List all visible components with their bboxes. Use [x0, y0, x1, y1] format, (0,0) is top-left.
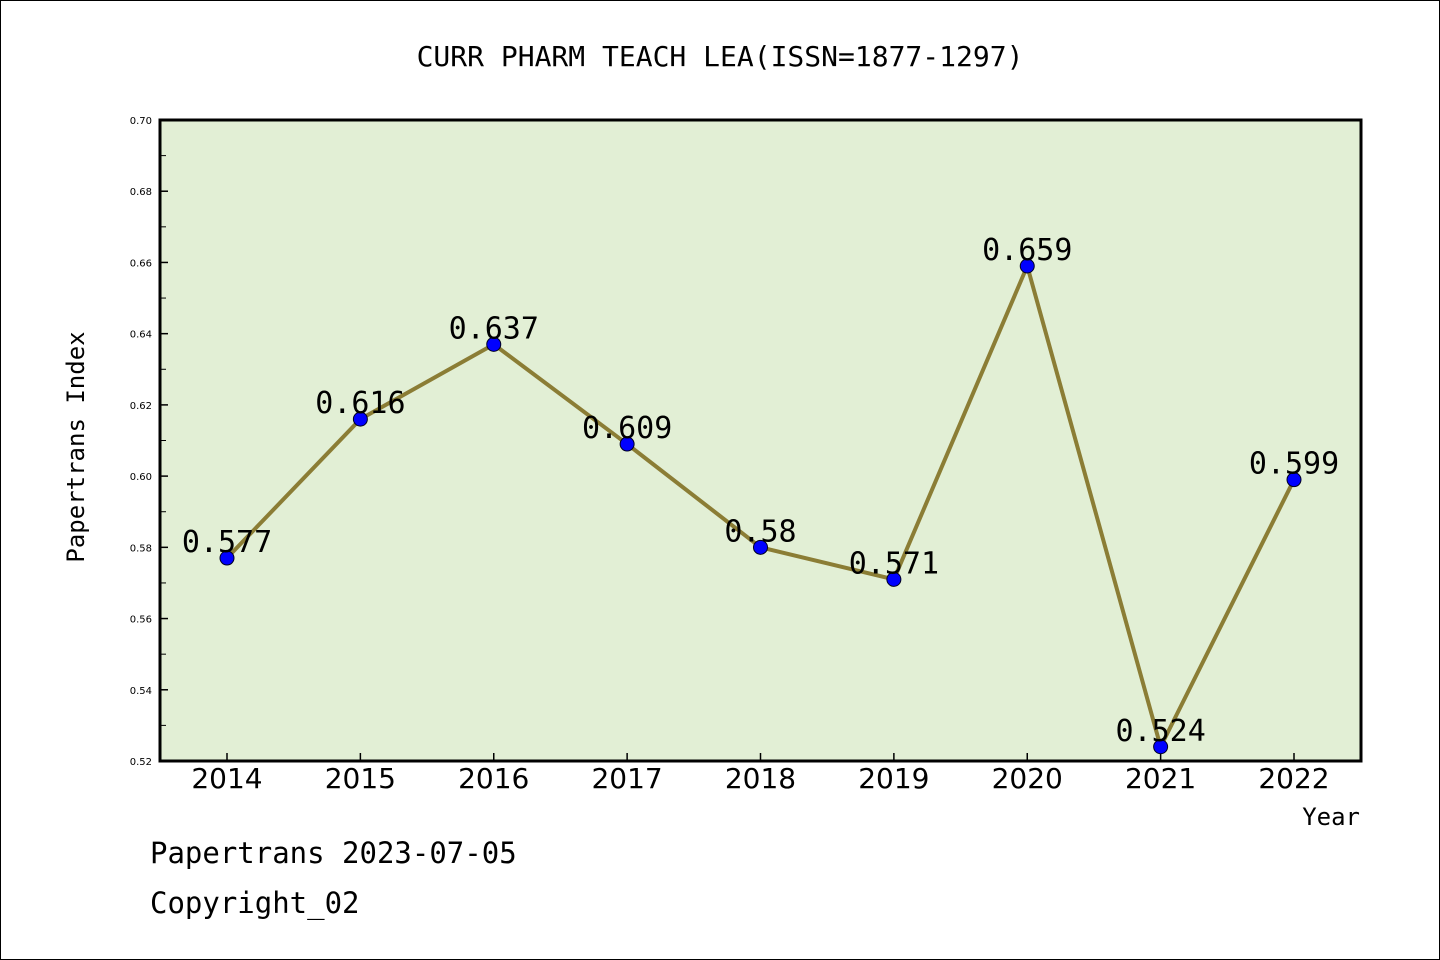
- y-tick-label: 0.64: [130, 330, 152, 341]
- data-point: [219, 550, 235, 566]
- x-axis: 2014 2015 2016 2017 2018 2019 2020 2021 2022: [191, 753, 1330, 795]
- x-tick-label: 2015: [325, 762, 396, 795]
- data-point: [1153, 739, 1169, 755]
- y-tick-label: 0.60: [130, 472, 152, 483]
- data-label: 0.616: [315, 386, 405, 421]
- data-point: [352, 411, 368, 427]
- x-tick-label: 2014: [191, 762, 262, 795]
- x-axis-label: Year: [1302, 803, 1360, 831]
- x-tick-label: 2021: [1125, 762, 1196, 795]
- y-tick-label: 0.52: [130, 757, 152, 768]
- x-tick-label: 2019: [858, 762, 929, 795]
- y-axis-label: Papertrans Index: [62, 331, 90, 562]
- x-tick-label: 2016: [458, 762, 529, 795]
- data-point: [1286, 472, 1302, 488]
- data-label: 0.609: [582, 411, 672, 446]
- y-tick-label: 0.66: [130, 258, 152, 269]
- y-tick-label: 0.56: [130, 615, 152, 626]
- y-tick-label: 0.68: [130, 187, 152, 198]
- data-label: 0.577: [182, 525, 272, 560]
- data-point: [486, 336, 502, 352]
- y-tick-label: 0.58: [130, 543, 152, 554]
- y-tick-label: 0.70: [130, 116, 152, 127]
- data-label: 0.58: [724, 514, 796, 549]
- y-tick-label: 0.62: [130, 401, 152, 412]
- data-point: [886, 571, 902, 587]
- data-label: 0.524: [1115, 714, 1205, 749]
- footer-copyright: Copyright_02: [150, 886, 360, 921]
- data-point: [1019, 258, 1035, 274]
- x-tick-label: 2018: [725, 762, 796, 795]
- data-label: 0.637: [449, 311, 539, 346]
- data-label: 0.599: [1249, 447, 1339, 482]
- data-point: [753, 539, 768, 555]
- y-axis: 0.52 0.54 0.56 0.58 0.60 0.62 0.64 0.66 0.68 0.70: [130, 116, 168, 768]
- data-label: 0.571: [849, 546, 939, 581]
- chart-title: CURR PHARM TEACH LEA(ISSN=1877-1297): [417, 40, 1024, 73]
- y-tick-label: 0.54: [130, 686, 152, 697]
- plot-area: [158, 118, 1363, 763]
- x-tick-label: 2020: [992, 762, 1063, 795]
- data-label: 0.659: [982, 233, 1072, 268]
- data-points: [219, 258, 1302, 755]
- data-point: [619, 436, 635, 452]
- x-tick-label: 2022: [1258, 762, 1329, 795]
- footer-date: Papertrans 2023-07-05: [150, 836, 517, 870]
- data-labels: 0.577 0.616 0.637 0.609 0.58 0.571 0.659 0.524 0…: [182, 233, 1339, 749]
- x-tick-label: 2017: [591, 762, 662, 795]
